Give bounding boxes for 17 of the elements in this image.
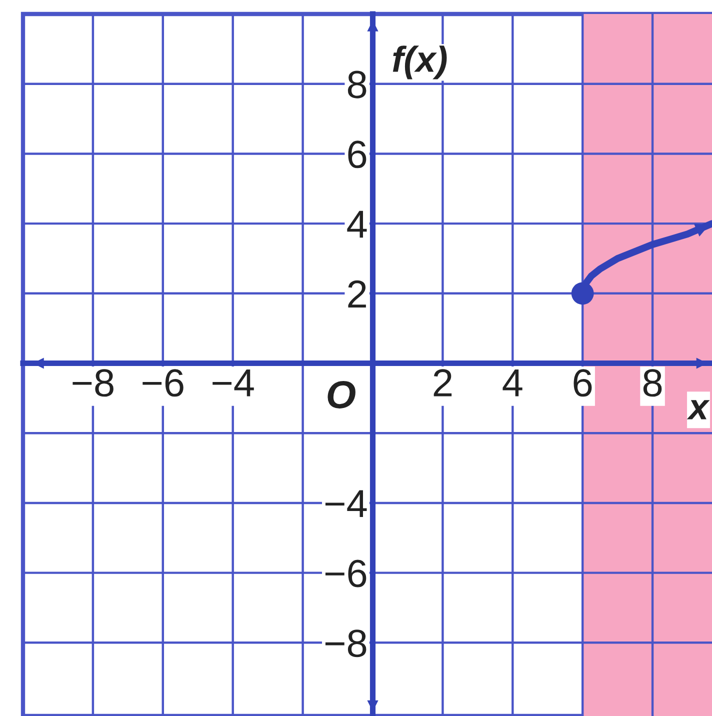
x-tick-label: −6 <box>142 369 184 397</box>
y-tick-label: −6 <box>325 560 366 588</box>
x-tick-label: 8 <box>643 369 662 397</box>
x-tick-label: −8 <box>72 369 114 397</box>
y-tick-label: −8 <box>325 630 366 658</box>
x-tick-label: 2 <box>434 369 452 396</box>
x-tick-label: 4 <box>502 370 522 396</box>
x-tick-label: −4 <box>212 370 254 396</box>
annotation: O <box>328 380 356 408</box>
y-tick-label: 6 <box>348 140 366 168</box>
y-tick-label: 2 <box>348 280 366 308</box>
x-axis-title: x <box>686 400 710 420</box>
y-axis-title: f(x) <box>392 46 447 80</box>
y-tick-label: 4 <box>347 210 367 238</box>
y-tick-label: −4 <box>325 490 367 518</box>
x-tick-label: 6 <box>574 369 592 397</box>
y-tick-label: 8 <box>348 70 366 98</box>
